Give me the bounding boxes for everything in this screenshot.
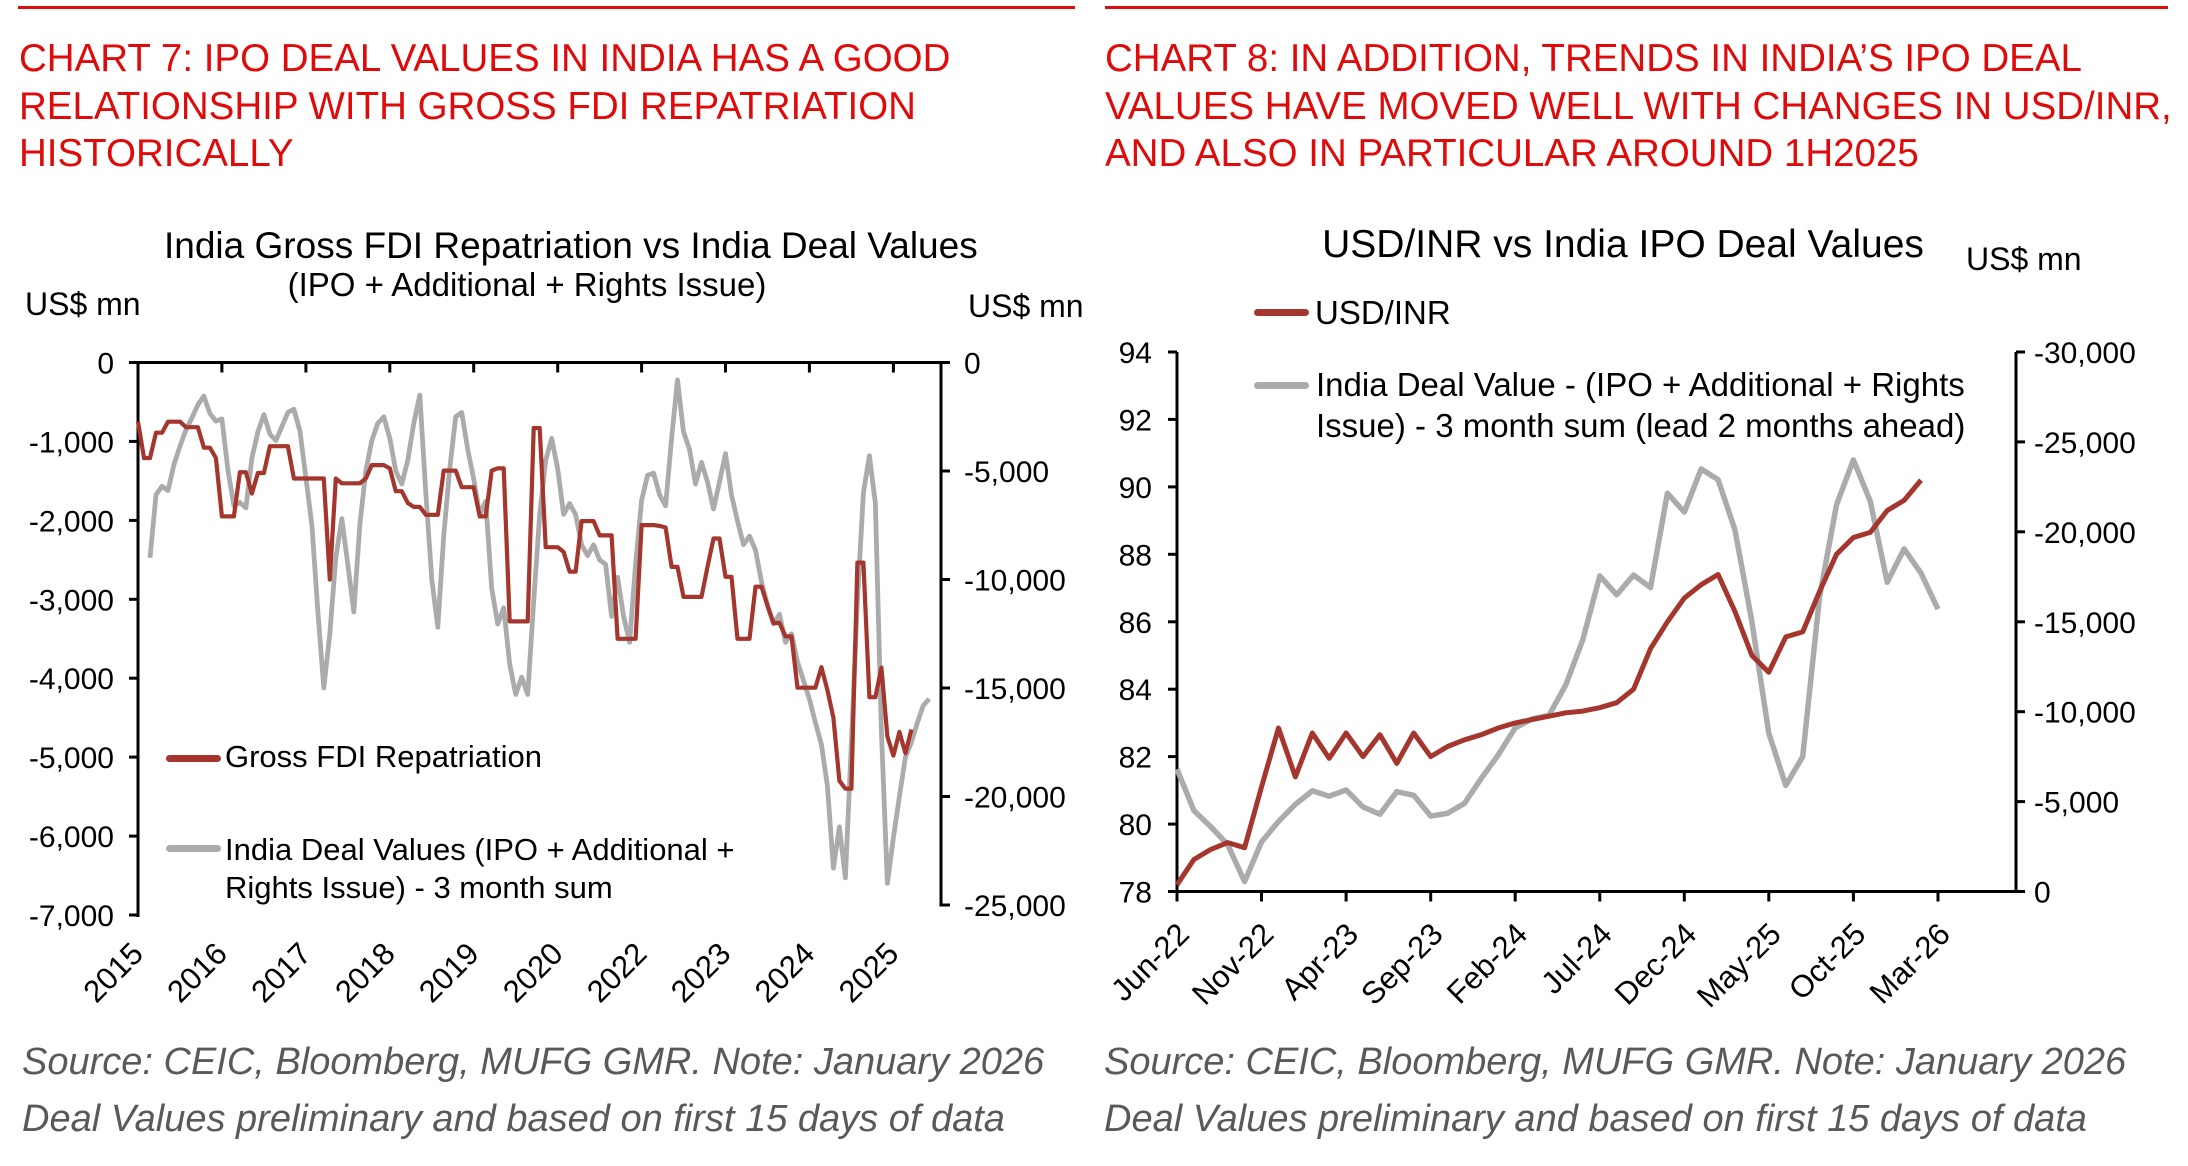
svg-text:2016: 2016 xyxy=(160,936,234,1010)
svg-text:-15,000: -15,000 xyxy=(2034,607,2136,640)
svg-text:Jun-22: Jun-22 xyxy=(1104,916,1196,1008)
svg-text:-10,000: -10,000 xyxy=(964,565,1066,598)
svg-text:0: 0 xyxy=(964,348,981,381)
svg-text:-5,000: -5,000 xyxy=(2034,787,2119,820)
svg-text:2025: 2025 xyxy=(832,936,906,1010)
svg-text:92: 92 xyxy=(1119,404,1152,437)
svg-text:-7,000: -7,000 xyxy=(29,900,114,933)
svg-text:Mar-26: Mar-26 xyxy=(1863,916,1957,1010)
svg-text:2015: 2015 xyxy=(76,936,150,1010)
svg-text:-30,000: -30,000 xyxy=(2034,337,2136,370)
svg-text:-2,000: -2,000 xyxy=(29,505,114,538)
svg-text:82: 82 xyxy=(1119,742,1152,775)
svg-text:Jul-24: Jul-24 xyxy=(1534,916,1618,1000)
svg-text:Dec-24: Dec-24 xyxy=(1608,916,1703,1011)
svg-text:-4,000: -4,000 xyxy=(29,663,114,696)
svg-text:Oct-25: Oct-25 xyxy=(1782,916,1873,1007)
svg-text:-6,000: -6,000 xyxy=(29,821,114,854)
svg-text:-15,000: -15,000 xyxy=(964,673,1066,706)
svg-text:2017: 2017 xyxy=(244,936,318,1010)
svg-text:2018: 2018 xyxy=(328,936,402,1010)
svg-text:-1,000: -1,000 xyxy=(29,426,114,459)
svg-text:2023: 2023 xyxy=(664,936,738,1010)
svg-text:-5,000: -5,000 xyxy=(29,742,114,775)
svg-text:2022: 2022 xyxy=(580,936,654,1010)
svg-text:-25,000: -25,000 xyxy=(2034,427,2136,460)
svg-text:Feb-24: Feb-24 xyxy=(1440,916,1534,1010)
svg-text:0: 0 xyxy=(97,348,114,381)
svg-text:-20,000: -20,000 xyxy=(964,782,1066,815)
svg-text:78: 78 xyxy=(1119,877,1152,910)
svg-text:-25,000: -25,000 xyxy=(964,890,1066,923)
svg-text:-10,000: -10,000 xyxy=(2034,697,2136,730)
svg-text:84: 84 xyxy=(1119,674,1152,707)
svg-text:86: 86 xyxy=(1119,607,1152,640)
svg-text:90: 90 xyxy=(1119,472,1152,505)
svg-text:94: 94 xyxy=(1119,337,1152,370)
svg-text:0: 0 xyxy=(2034,877,2051,910)
svg-text:-3,000: -3,000 xyxy=(29,584,114,617)
svg-text:-5,000: -5,000 xyxy=(964,456,1049,489)
svg-text:88: 88 xyxy=(1119,539,1152,572)
svg-text:May-25: May-25 xyxy=(1690,916,1788,1014)
svg-text:80: 80 xyxy=(1119,809,1152,842)
svg-text:2020: 2020 xyxy=(496,936,570,1010)
svg-text:2024: 2024 xyxy=(748,936,822,1010)
svg-text:Apr-23: Apr-23 xyxy=(1275,916,1366,1007)
svg-text:2019: 2019 xyxy=(412,936,486,1010)
svg-text:-20,000: -20,000 xyxy=(2034,517,2136,550)
svg-text:Sep-23: Sep-23 xyxy=(1354,916,1449,1011)
svg-text:Nov-22: Nov-22 xyxy=(1185,916,1280,1011)
